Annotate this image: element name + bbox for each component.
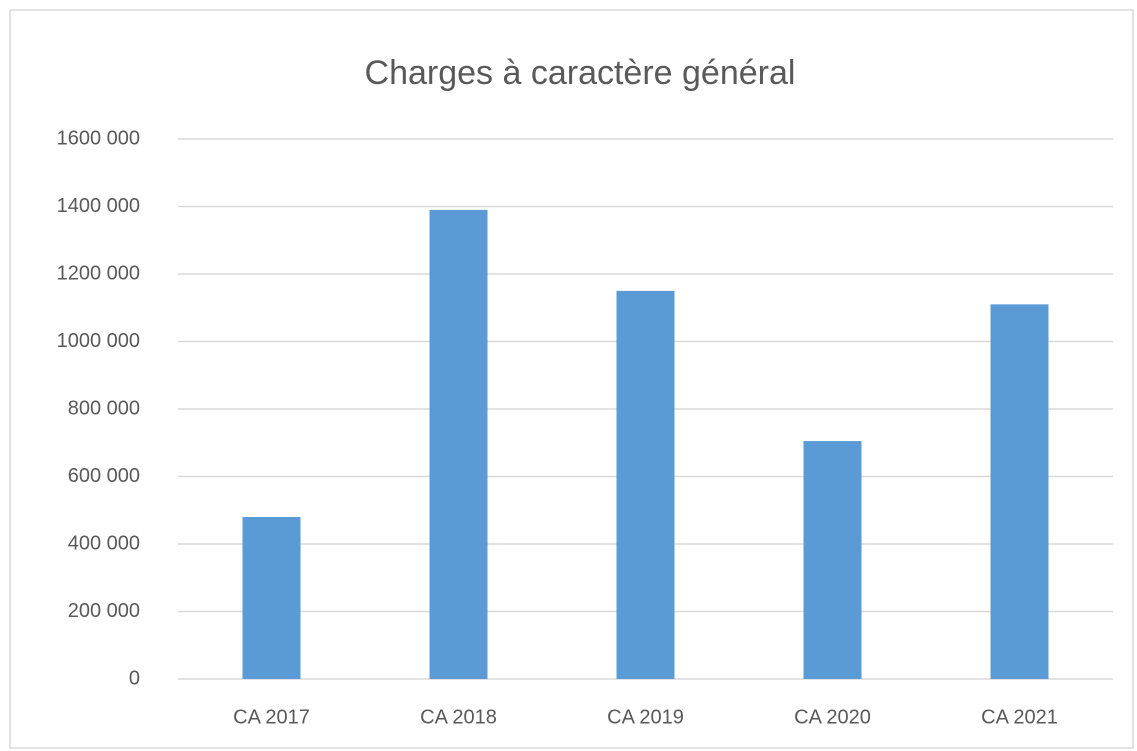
chart-border [9, 9, 1134, 749]
bar [616, 290, 675, 679]
x-tick-label: CA 2019 [607, 706, 684, 728]
bar [803, 441, 862, 679]
y-tick-label: 600 000 [68, 465, 140, 487]
y-tick-label: 1400 000 [57, 195, 140, 217]
y-tick-label: 1200 000 [57, 262, 140, 284]
bar [242, 517, 301, 679]
y-tick-label: 1000 000 [57, 330, 140, 352]
y-tick-label: 1600 000 [57, 127, 140, 149]
chart-title: Charges à caractère général [365, 54, 796, 92]
x-tick-label: CA 2017 [233, 706, 310, 728]
y-tick-label: 800 000 [68, 397, 140, 419]
y-tick-label: 200 000 [68, 600, 140, 622]
y-tick-label: 400 000 [68, 532, 140, 554]
x-tick-label: CA 2018 [420, 706, 497, 728]
x-tick-label: CA 2020 [794, 706, 871, 728]
y-tick-label: 0 [129, 667, 140, 689]
bar [429, 209, 488, 679]
bar [990, 304, 1049, 679]
x-tick-label: CA 2021 [981, 706, 1058, 728]
